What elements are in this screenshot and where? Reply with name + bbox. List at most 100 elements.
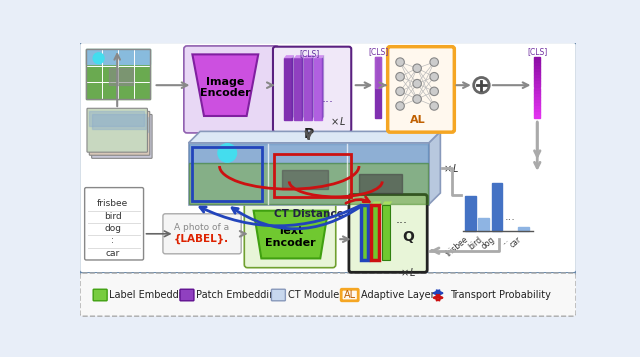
Text: A photo of a: A photo of a (174, 223, 229, 232)
FancyBboxPatch shape (87, 108, 147, 152)
Bar (86, 49, 150, 99)
Bar (534, 106, 540, 109)
Text: dog: dog (104, 224, 121, 233)
Circle shape (396, 102, 404, 110)
Polygon shape (312, 55, 314, 120)
Text: AL: AL (344, 290, 356, 300)
Bar (284, 58, 292, 120)
FancyBboxPatch shape (180, 289, 194, 301)
FancyBboxPatch shape (341, 289, 358, 301)
Bar (534, 78, 540, 81)
Polygon shape (382, 201, 392, 205)
Bar (94, 117, 148, 132)
Polygon shape (322, 55, 324, 120)
Bar (534, 84, 540, 87)
Text: frisbee: frisbee (97, 199, 128, 208)
Text: $\mathbf{P}$: $\mathbf{P}$ (303, 127, 314, 141)
Polygon shape (284, 55, 294, 58)
Bar (534, 109, 540, 112)
Bar (382, 205, 390, 260)
Text: Label Embedding: Label Embedding (109, 290, 195, 300)
Bar (478, 218, 489, 231)
Bar (193, 147, 262, 201)
Text: ...: ... (505, 212, 516, 222)
FancyBboxPatch shape (84, 187, 143, 260)
Text: ...: ... (322, 92, 334, 105)
Polygon shape (360, 201, 371, 205)
FancyBboxPatch shape (80, 273, 576, 316)
Text: bird: bird (104, 212, 122, 221)
Bar (92, 114, 146, 129)
Text: {LABEL}.: {LABEL}. (174, 234, 229, 244)
Text: dog: dog (480, 235, 497, 251)
Bar (86, 49, 150, 64)
Text: [CLS]: [CLS] (300, 49, 319, 58)
Text: CT Module: CT Module (288, 290, 339, 300)
Text: $\mathbf{Q}$: $\mathbf{Q}$ (402, 229, 415, 245)
Bar (534, 91, 540, 94)
Bar (534, 57, 540, 60)
Polygon shape (193, 54, 259, 116)
Bar (86, 49, 150, 99)
Text: car: car (508, 235, 524, 249)
Bar (534, 97, 540, 100)
Text: $\times\,L$: $\times\,L$ (400, 266, 417, 278)
Polygon shape (292, 55, 294, 120)
Bar (371, 205, 379, 260)
Text: Adaptive Layer: Adaptive Layer (360, 290, 434, 300)
Bar (375, 57, 381, 118)
Bar (314, 58, 322, 120)
Polygon shape (189, 131, 440, 143)
Bar (534, 100, 540, 103)
Circle shape (396, 72, 404, 81)
Bar (534, 112, 540, 115)
Bar (518, 227, 529, 231)
Text: Text
Encoder: Text Encoder (266, 226, 316, 248)
Polygon shape (301, 55, 304, 120)
Polygon shape (371, 201, 381, 205)
Circle shape (396, 58, 404, 66)
FancyBboxPatch shape (90, 111, 150, 155)
Bar (294, 58, 301, 120)
Polygon shape (253, 211, 328, 258)
Circle shape (430, 72, 438, 81)
Bar (492, 183, 502, 231)
Circle shape (430, 87, 438, 96)
Bar (189, 143, 429, 205)
Bar (282, 170, 328, 189)
Text: $\times\,L$: $\times\,L$ (330, 115, 346, 127)
Circle shape (218, 144, 237, 162)
Bar (534, 115, 540, 118)
FancyBboxPatch shape (163, 214, 241, 254)
FancyBboxPatch shape (92, 115, 152, 159)
Bar (534, 63, 540, 66)
Bar (534, 75, 540, 78)
Text: AL: AL (410, 115, 426, 125)
Polygon shape (294, 55, 304, 58)
Bar (375, 57, 381, 87)
Bar (534, 66, 540, 69)
Text: bird: bird (467, 235, 484, 251)
Text: CT Distance: CT Distance (274, 209, 344, 219)
Bar (109, 68, 132, 85)
Bar (534, 60, 540, 63)
FancyBboxPatch shape (273, 47, 351, 132)
Text: Patch Embedding: Patch Embedding (196, 290, 282, 300)
Bar (304, 58, 312, 120)
Circle shape (474, 77, 489, 93)
FancyBboxPatch shape (93, 289, 107, 301)
Text: ...: ... (499, 235, 510, 246)
Circle shape (413, 64, 421, 72)
Bar (534, 87, 540, 91)
Bar (534, 81, 540, 84)
Bar (189, 144, 428, 163)
Bar (534, 94, 540, 97)
FancyBboxPatch shape (388, 47, 454, 132)
Bar (359, 174, 402, 193)
Text: Image
Encoder: Image Encoder (200, 77, 250, 98)
Circle shape (430, 102, 438, 110)
Bar (371, 205, 379, 260)
Bar (274, 155, 351, 197)
Bar (465, 196, 476, 231)
Text: ...: ... (396, 213, 408, 226)
